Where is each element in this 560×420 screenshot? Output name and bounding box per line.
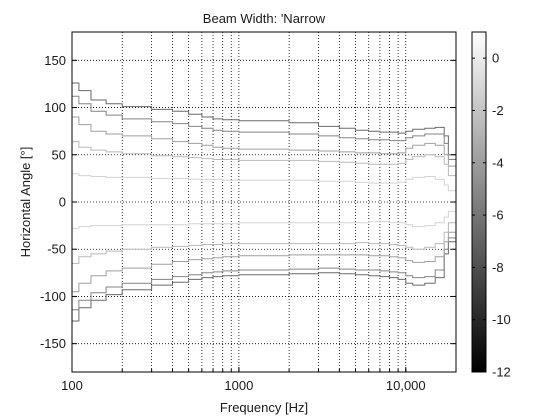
y-tick-label: 50 <box>52 147 66 162</box>
contour-line-lower <box>72 225 457 322</box>
contour-line-lower <box>72 216 457 293</box>
contour-line-upper <box>72 95 457 184</box>
colorbar-tick-label: -4 <box>492 155 504 170</box>
y-tick-label: 100 <box>44 100 66 115</box>
colorbar-tick-label: -6 <box>492 208 504 223</box>
contour-line-upper <box>72 116 457 188</box>
y-tick-label: 150 <box>44 53 66 68</box>
colorbar-tick-label: -12 <box>492 365 511 380</box>
y-tick-label: -50 <box>47 242 66 257</box>
colorbar-ticks: 0 -2 -4 -6 -8 -10 -12 <box>472 51 511 380</box>
contour-line-lower <box>72 211 457 264</box>
colorbar-tick-label: -8 <box>492 260 504 275</box>
y-tick-label: -100 <box>40 289 66 304</box>
x-tick-label: 100 <box>61 378 83 393</box>
contour-line-lower <box>72 205 457 229</box>
contour-lines <box>72 82 457 322</box>
colorbar-gradient <box>471 31 487 373</box>
contour-line-upper <box>72 82 457 179</box>
x-axis-ticks: 100 1000 10,000 <box>61 367 457 393</box>
colorbar-tick-label: -2 <box>492 103 504 118</box>
contour-line-lower <box>72 220 457 311</box>
x-axis-label: Frequency [Hz] <box>220 400 308 415</box>
contour-line-upper <box>72 141 457 193</box>
x-tick-label: 1000 <box>224 378 253 393</box>
y-tick-label: -150 <box>40 336 66 351</box>
plot-area <box>71 31 457 373</box>
colorbar-tick-label: 0 <box>492 51 499 66</box>
y-axis-ticks: 150 100 50 0 -50 -100 -150 <box>40 53 456 351</box>
chart-title: Beam Width: 'Narrow <box>203 11 326 26</box>
contour-line-upper <box>72 173 457 199</box>
y-axis-label: Horizontal Angle [°] <box>18 147 33 258</box>
x-tick-label: 10,000 <box>386 378 426 393</box>
colorbar-tick-label: -10 <box>492 312 511 327</box>
y-tick-label: 0 <box>59 195 66 210</box>
colorbar: 0 -2 -4 -6 -8 -10 -12 <box>471 31 511 380</box>
